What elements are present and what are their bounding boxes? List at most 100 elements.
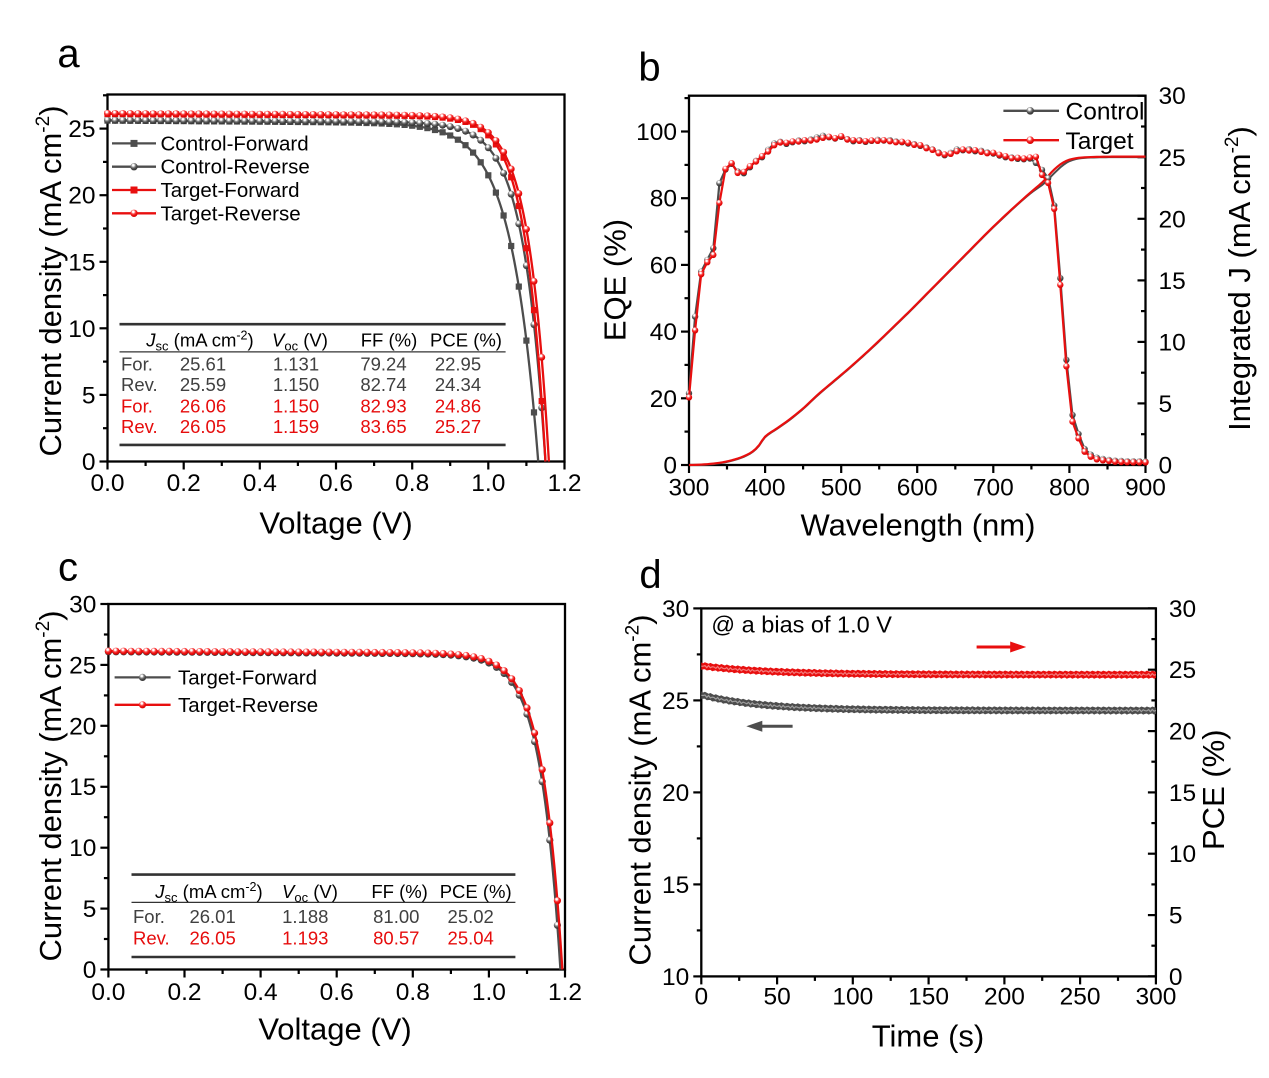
svg-text:5: 5 xyxy=(82,382,96,409)
svg-text:0.6: 0.6 xyxy=(319,470,353,497)
svg-text:0: 0 xyxy=(694,984,708,1011)
svg-text:PCE (%): PCE (%) xyxy=(1196,729,1231,850)
svg-text:Target-Reverse: Target-Reverse xyxy=(161,202,301,225)
svg-text:b: b xyxy=(638,46,660,90)
svg-text:250: 250 xyxy=(1060,984,1101,1011)
svg-text:1.188: 1.188 xyxy=(282,906,328,927)
svg-text:PCE (%): PCE (%) xyxy=(440,881,512,902)
svg-text:Target: Target xyxy=(1066,128,1134,155)
svg-text:600: 600 xyxy=(897,475,938,502)
svg-text:FF (%): FF (%) xyxy=(361,330,418,351)
svg-text:1.0: 1.0 xyxy=(472,979,506,1006)
svg-text:30: 30 xyxy=(69,592,96,619)
svg-text:700: 700 xyxy=(973,475,1014,502)
svg-text:Voc (V): Voc (V) xyxy=(282,881,338,905)
svg-text:0: 0 xyxy=(1159,453,1173,480)
svg-text:26.06: 26.06 xyxy=(180,396,226,417)
svg-text:25: 25 xyxy=(1159,145,1186,172)
svg-text:Current density (mA cm-2): Current density (mA cm-2) xyxy=(33,610,68,961)
svg-text:Voc (V): Voc (V) xyxy=(272,330,328,354)
svg-text:1.150: 1.150 xyxy=(273,396,319,417)
svg-text:150: 150 xyxy=(908,984,949,1011)
svg-text:50: 50 xyxy=(763,984,790,1011)
svg-text:For.: For. xyxy=(121,396,153,417)
svg-text:26.05: 26.05 xyxy=(189,927,235,948)
svg-text:0.8: 0.8 xyxy=(395,470,429,497)
svg-text:25.61: 25.61 xyxy=(180,354,226,375)
svg-text:24.86: 24.86 xyxy=(435,396,481,417)
svg-text:20: 20 xyxy=(1159,206,1186,233)
svg-text:Wavelength (nm): Wavelength (nm) xyxy=(801,508,1036,543)
svg-text:0: 0 xyxy=(82,449,96,476)
svg-text:1.150: 1.150 xyxy=(273,374,319,395)
svg-text:25.02: 25.02 xyxy=(448,906,494,927)
svg-text:25: 25 xyxy=(69,652,96,679)
svg-text:5: 5 xyxy=(1169,903,1183,930)
svg-text:20: 20 xyxy=(1169,719,1196,746)
svg-text:FF (%): FF (%) xyxy=(371,881,428,902)
svg-text:83.65: 83.65 xyxy=(360,416,406,437)
svg-text:0.0: 0.0 xyxy=(90,470,124,497)
svg-text:10: 10 xyxy=(69,835,96,862)
svg-text:10: 10 xyxy=(662,964,689,991)
svg-text:79.24: 79.24 xyxy=(360,354,406,375)
svg-text:Voltage (V): Voltage (V) xyxy=(259,506,412,541)
svg-text:0.6: 0.6 xyxy=(320,979,354,1006)
svg-text:20: 20 xyxy=(662,780,689,807)
svg-text:Control: Control xyxy=(1066,99,1145,126)
svg-text:25.27: 25.27 xyxy=(435,416,481,437)
svg-text:300: 300 xyxy=(669,475,710,502)
svg-text:26.01: 26.01 xyxy=(189,906,235,927)
svg-text:30: 30 xyxy=(1159,83,1186,110)
svg-text:0.2: 0.2 xyxy=(167,979,201,1006)
svg-text:0: 0 xyxy=(1169,964,1183,991)
svg-text:80.57: 80.57 xyxy=(373,927,419,948)
svg-text:800: 800 xyxy=(1049,475,1090,502)
svg-text:For.: For. xyxy=(121,354,153,375)
svg-text:1.2: 1.2 xyxy=(547,470,581,497)
svg-text:500: 500 xyxy=(821,475,862,502)
svg-text:22.95: 22.95 xyxy=(435,354,481,375)
svg-text:EQE (%): EQE (%) xyxy=(598,219,633,341)
svg-text:1.2: 1.2 xyxy=(548,979,582,1006)
svg-text:82.93: 82.93 xyxy=(360,396,406,417)
svg-text:Time (s): Time (s) xyxy=(872,1019,985,1054)
svg-text:1.0: 1.0 xyxy=(471,470,505,497)
svg-text:20: 20 xyxy=(69,713,96,740)
svg-text:26.05: 26.05 xyxy=(180,416,226,437)
svg-text:1.193: 1.193 xyxy=(282,927,328,948)
svg-text:300: 300 xyxy=(1135,984,1176,1011)
svg-text:@ a bias of 1.0 V: @ a bias of 1.0 V xyxy=(711,612,892,638)
svg-text:Rev.: Rev. xyxy=(133,927,170,948)
svg-text:Current density (mA cm-2): Current density (mA cm-2) xyxy=(33,105,68,456)
svg-text:Target-Reverse: Target-Reverse xyxy=(178,694,318,717)
svg-text:d: d xyxy=(639,553,661,597)
svg-text:100: 100 xyxy=(636,119,677,146)
svg-text:200: 200 xyxy=(984,984,1025,1011)
svg-text:Integrated J (mA cm-2): Integrated J (mA cm-2) xyxy=(1222,126,1257,431)
svg-text:c: c xyxy=(58,546,78,590)
svg-text:Current density (mA cm-2): Current density (mA cm-2) xyxy=(623,614,658,965)
svg-text:0.4: 0.4 xyxy=(244,979,278,1006)
svg-text:10: 10 xyxy=(68,316,95,343)
svg-text:Jsc (mA cm-2): Jsc (mA cm-2) xyxy=(154,880,262,905)
svg-text:15: 15 xyxy=(1169,780,1196,807)
svg-text:5: 5 xyxy=(83,896,97,923)
svg-text:900: 900 xyxy=(1125,475,1166,502)
svg-text:80: 80 xyxy=(650,186,677,213)
svg-text:20: 20 xyxy=(68,183,95,210)
svg-text:0.8: 0.8 xyxy=(396,979,430,1006)
svg-text:15: 15 xyxy=(662,872,689,899)
svg-text:a: a xyxy=(57,32,80,76)
svg-text:0: 0 xyxy=(83,957,97,984)
svg-text:Rev.: Rev. xyxy=(121,374,158,395)
svg-text:100: 100 xyxy=(832,984,873,1011)
svg-text:40: 40 xyxy=(650,319,677,346)
svg-text:24.34: 24.34 xyxy=(435,374,481,395)
svg-text:25: 25 xyxy=(662,688,689,715)
svg-text:1.131: 1.131 xyxy=(273,354,319,375)
svg-text:Rev.: Rev. xyxy=(121,416,158,437)
svg-text:1.159: 1.159 xyxy=(273,416,319,437)
svg-text:10: 10 xyxy=(1169,841,1196,868)
svg-text:60: 60 xyxy=(650,252,677,279)
